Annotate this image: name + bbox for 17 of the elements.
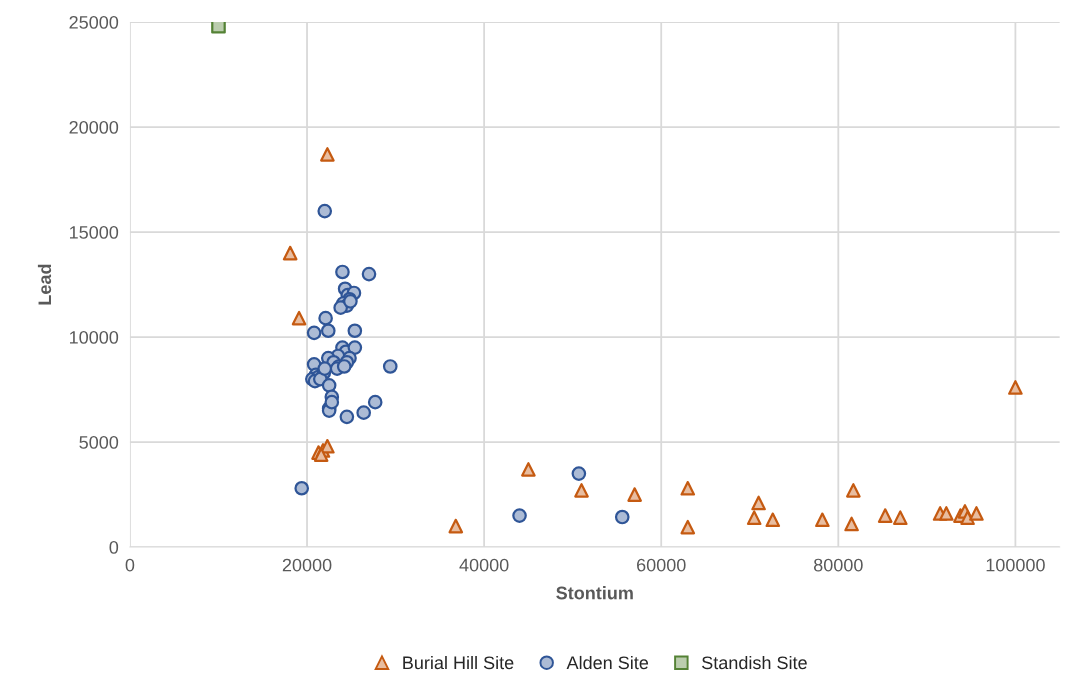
x-tick-label: 60000 [637,558,686,572]
x-tick-label: 20000 [282,558,332,572]
legend-label: Alden Site [566,655,649,670]
y-tick-label: 15000 [69,225,119,239]
x-tick-label: 80000 [813,558,863,572]
x-tick-label: 100000 [986,558,1045,572]
y-tick-label: 10000 [69,330,119,344]
x-tick-label: 0 [125,558,135,572]
y-tick-label: 0 [109,541,119,554]
legend-label: Burial Hill Site [403,655,514,670]
y-axis-title: Lead [37,264,52,305]
legend-label: Standish Site [702,655,807,670]
y-tick-label: 5000 [79,436,119,449]
y-tick-label: 25000 [69,15,119,29]
x-tick-label: 40000 [459,558,509,572]
y-tick-label: 20000 [69,120,119,134]
x-axis-title: Stontium [556,586,633,600]
